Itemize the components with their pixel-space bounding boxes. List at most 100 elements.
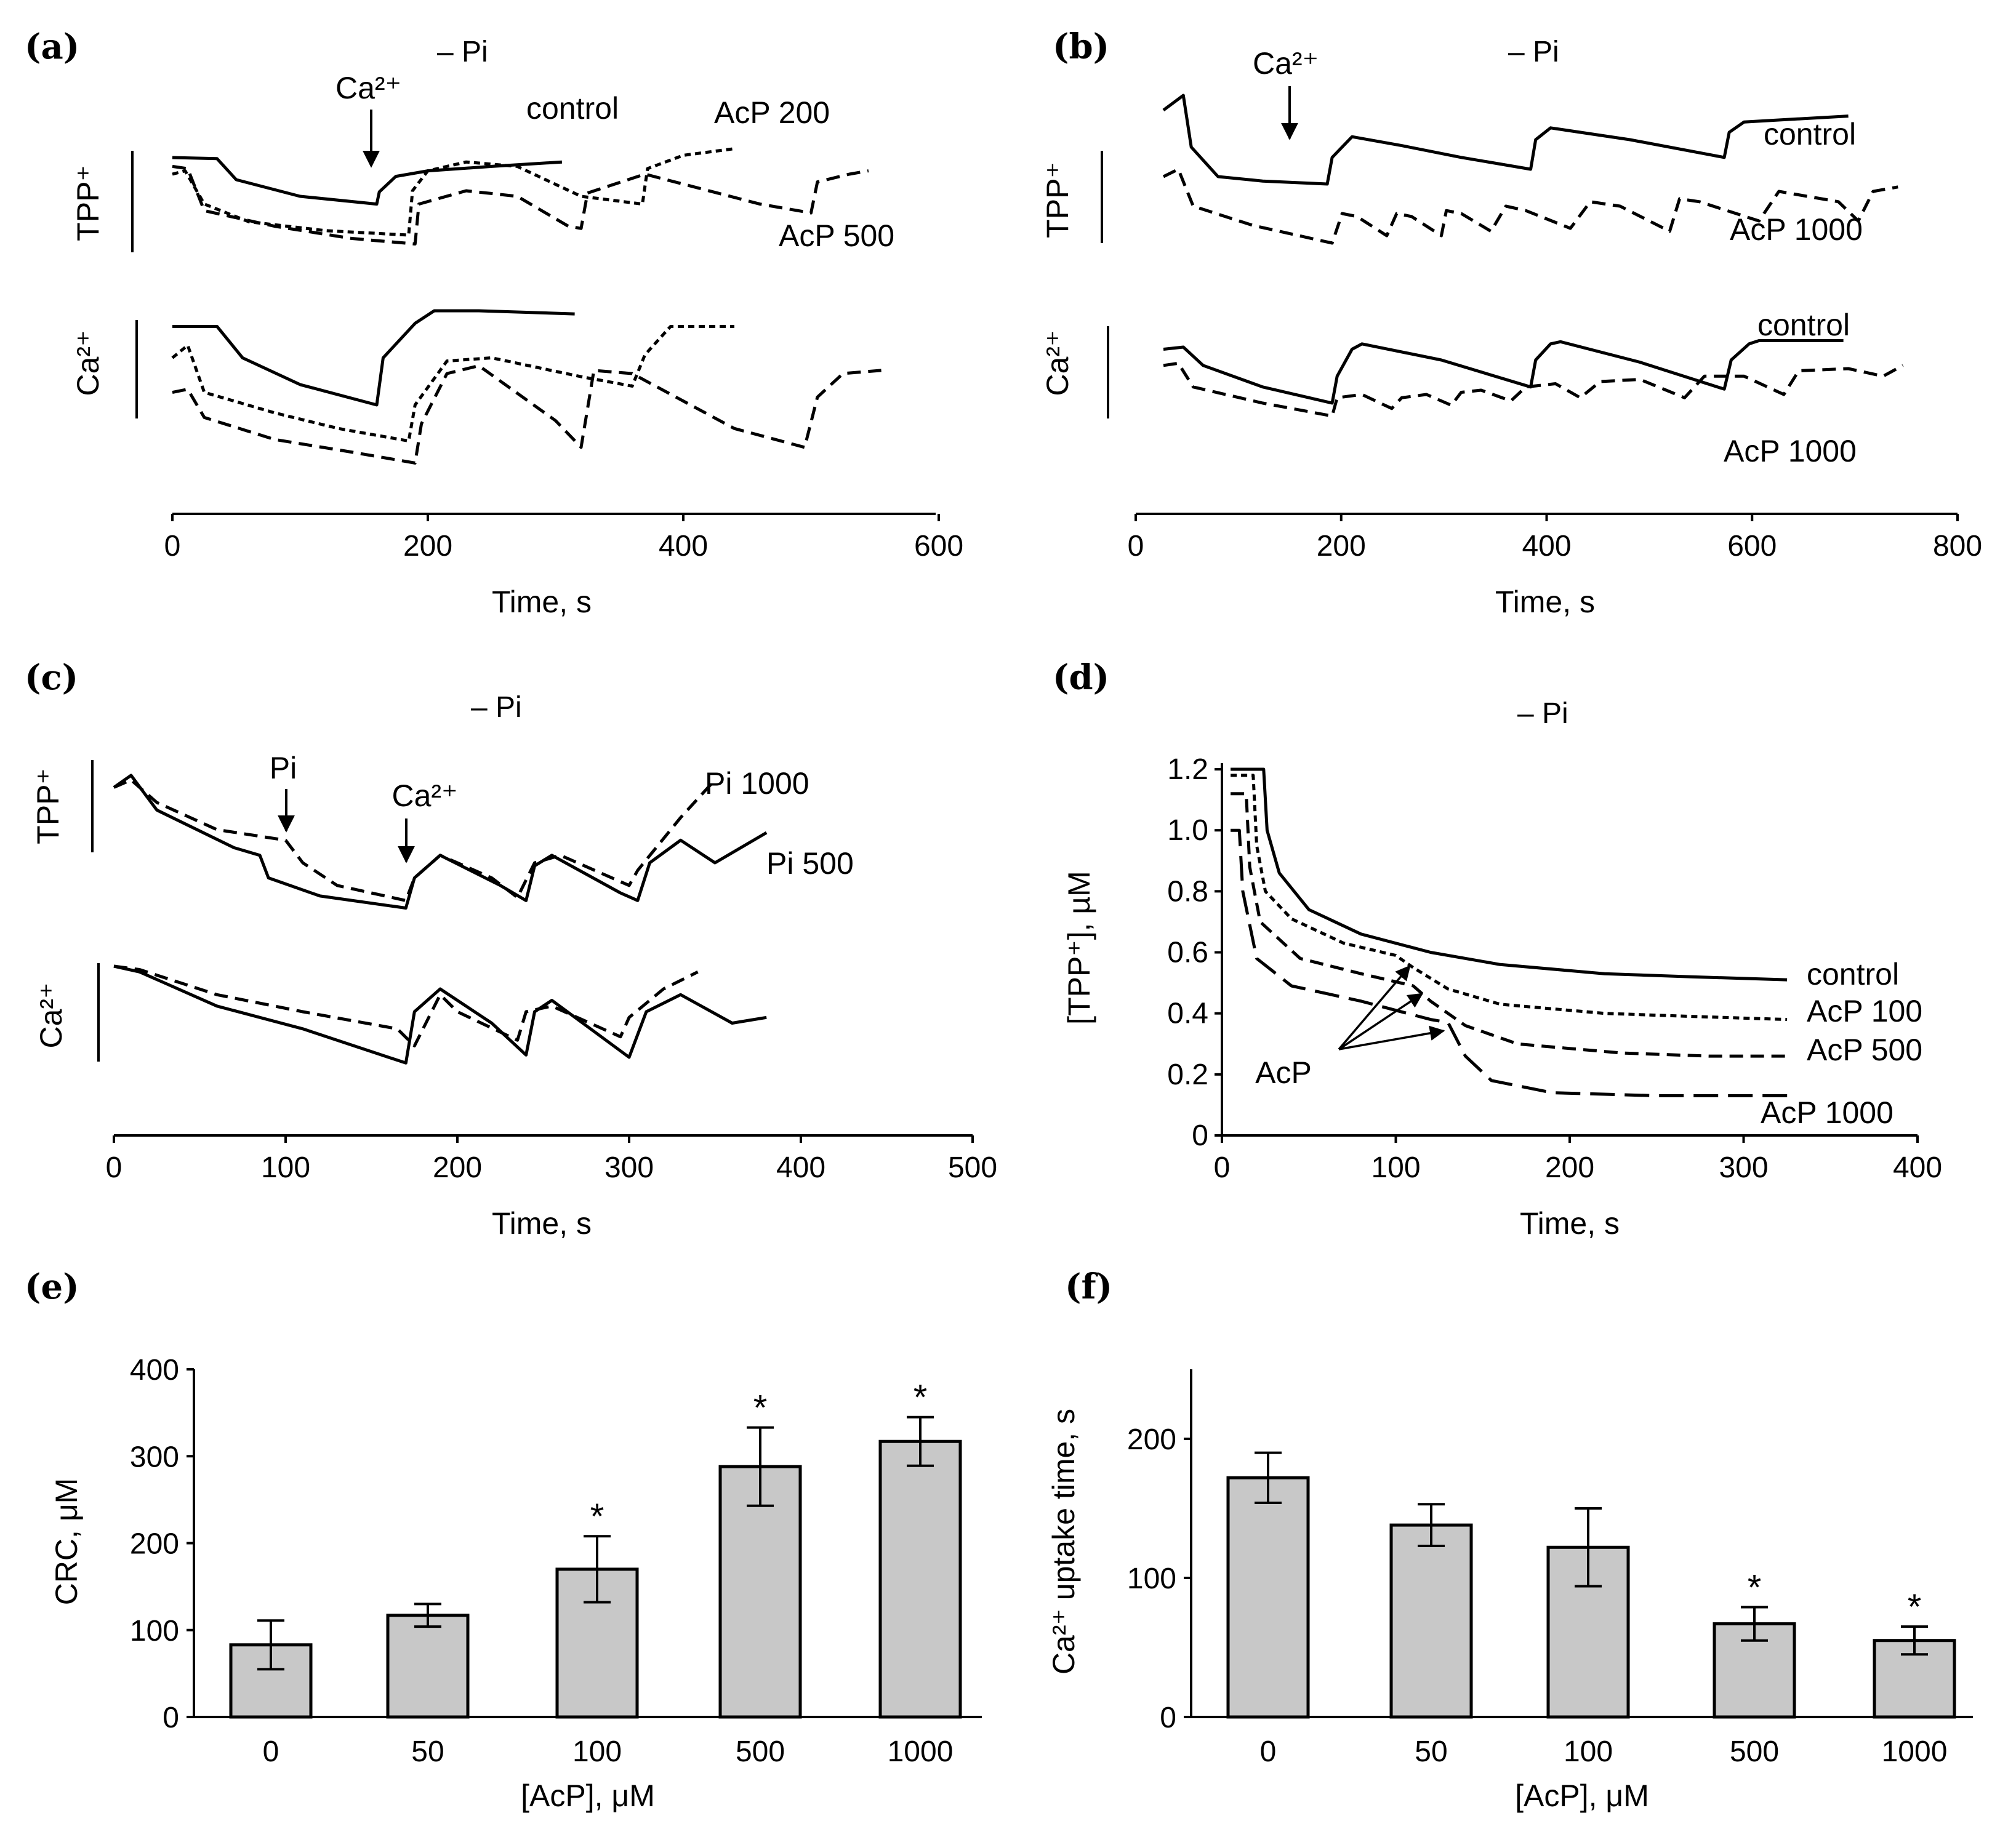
- panel-d-series-acp1000: [1231, 828, 1796, 1097]
- panel-e-letter: (e): [25, 1267, 79, 1307]
- panel-f-bar-0: [1226, 1476, 1310, 1719]
- panel-c-x-tick-label: 400: [776, 1151, 825, 1184]
- panel-c-x-title: Time, s: [492, 1206, 592, 1241]
- panel-c-x-tick-label: 0: [106, 1151, 122, 1184]
- panel-b-tpp-track: TPP⁺: [1040, 94, 1898, 245]
- panel-d-y-tick-label: 1.0: [1167, 814, 1208, 847]
- panel-c-ca-arrow-label: Ca²⁺: [392, 778, 458, 813]
- panel-a-tpp-track: TPP⁺: [71, 147, 869, 252]
- panel-e-x-tick-label: 1000: [888, 1735, 954, 1768]
- panel-f-y-title: Ca²⁺ uptake time, s: [1046, 1409, 1081, 1675]
- panel-b-ca-track: Ca²⁺: [1040, 326, 1904, 418]
- panel-f-x-tick-label: 0: [1260, 1735, 1277, 1768]
- panel-a-ca-trace-acp500: [172, 364, 881, 465]
- panel-c-tpp-label: TPP⁺: [31, 768, 65, 844]
- panel-b-ca-label: Ca²⁺: [1040, 330, 1075, 396]
- panel-e-y-tick-label: 400: [130, 1354, 179, 1387]
- panel-d-x-title: Time, s: [1520, 1206, 1620, 1241]
- panel-a-ca-trace-acp200: [171, 325, 734, 443]
- panel-b-tpp-traces: [1162, 94, 1898, 245]
- panel-a-x-tick-label: 200: [403, 530, 452, 562]
- panel-b-x-tick-label: 600: [1727, 530, 1777, 562]
- panel-e-significance-500: *: [753, 1388, 768, 1428]
- panel-a-ca-track: Ca²⁺: [71, 309, 881, 465]
- panel-a-x-tick-label: 0: [164, 530, 181, 562]
- panel-b-letter: (b): [1053, 26, 1109, 67]
- panel-c-ca-label: Ca²⁺: [34, 983, 68, 1049]
- panel-d-acp-annotation: AcP: [1255, 1055, 1312, 1090]
- panel-e: (e) 0 100 200 300 400 0 50 * 100 * 500 * 1000 CRC, …: [25, 1267, 982, 1813]
- panel-d-x-tick-label: 400: [1893, 1151, 1942, 1184]
- panel-e-y-tick-label: 200: [130, 1528, 179, 1561]
- panel-a-ca-traces: [171, 309, 881, 465]
- panel-b: (b) – Pi TPP⁺ Ca²⁺ Ca²⁺ control AcP 1000…: [1040, 26, 1982, 619]
- panel-d-label-control: control: [1807, 957, 1899, 991]
- panel-f-significance-500: *: [1748, 1567, 1762, 1607]
- panel-c-pi-arrow-label: Pi: [270, 751, 297, 785]
- panel-e-significance-1000: *: [914, 1378, 928, 1418]
- panel-d-y-tick-label: 1.2: [1167, 753, 1208, 786]
- panel-f-x-tick-label: 500: [1730, 1735, 1779, 1768]
- panel-c-ca-trace-pi1000: [113, 964, 699, 1047]
- panel-b-x-tick-label: 400: [1522, 530, 1571, 562]
- panel-c-label-pi500: Pi 500: [766, 846, 854, 881]
- panel-a-condition: – Pi: [437, 36, 488, 68]
- panel-e-significance-100: *: [590, 1497, 604, 1537]
- panel-b-ca-trace-control: [1163, 339, 1844, 405]
- panel-f-y-tick-label: 200: [1127, 1423, 1176, 1456]
- panel-c-x-ticks: 0 100 200 300 400 500: [106, 1135, 997, 1184]
- panel-e-x-tick-label: 100: [572, 1735, 622, 1768]
- panel-d-y-tick-label: 0.2: [1167, 1059, 1208, 1091]
- panel-d-x-tick-label: 100: [1371, 1151, 1420, 1184]
- panel-d-letter: (d): [1053, 657, 1109, 698]
- panel-d-y-tick-label: 0.8: [1167, 875, 1208, 908]
- panel-d: (d) – Pi 0 0.2 0.4 0.6 0.8 1.0 1.2 0 100 200 300 4…: [1053, 657, 1942, 1241]
- panel-f-x-tick-label: 100: [1564, 1735, 1613, 1768]
- panel-b-label-control-tpp: control: [1764, 117, 1856, 151]
- panel-b-label-acp1000-ca: AcP 1000: [1724, 434, 1857, 468]
- panel-a: (a) – Pi TPP⁺ Ca²⁺ Ca²⁺ control AcP 200 …: [25, 26, 963, 619]
- panel-e-x-title: [AcP], μM: [521, 1779, 655, 1813]
- panel-b-x-title: Time, s: [1495, 585, 1595, 619]
- panel-b-ca-trace-acp1000: [1163, 361, 1904, 418]
- panel-a-tpp-trace-acp500: [172, 164, 869, 246]
- panel-a-x-tick-label: 600: [914, 530, 963, 562]
- panel-c-tpp-trace-pi500: [113, 774, 768, 910]
- panel-d-series-acp100: [1231, 774, 1788, 1022]
- panel-f-bars: 0 50 100 * 500 * 1000: [1226, 1451, 1956, 1768]
- panel-a-label-acp500: AcP 500: [779, 218, 894, 253]
- panel-f-x-title: [AcP], μM: [1515, 1779, 1649, 1813]
- panel-a-letter: (a): [25, 26, 79, 67]
- panel-d-y-ticks: 0 0.2 0.4 0.6 0.8 1.0 1.2: [1167, 753, 1222, 1152]
- panel-d-series-acp500: [1231, 792, 1788, 1058]
- panel-c-x-tick-label: 200: [433, 1151, 482, 1184]
- panel-e-x-tick-label: 0: [263, 1735, 279, 1768]
- panel-d-acp-arrow-1000: [1338, 1025, 1445, 1051]
- panel-d-x-tick-label: 0: [1214, 1151, 1231, 1184]
- panel-d-label-acp500: AcP 500: [1807, 1033, 1922, 1067]
- panel-d-y-tick-label: 0.4: [1167, 998, 1208, 1030]
- panel-a-ca-label: Ca²⁺: [71, 330, 105, 396]
- panel-a-label-acp200: AcP 200: [714, 95, 830, 130]
- panel-d-label-acp100: AcP 100: [1807, 994, 1922, 1028]
- panel-c-tpp-track: TPP⁺: [31, 760, 768, 910]
- panel-a-x-ticks: 0 200 400 600: [164, 514, 963, 562]
- panel-c-condition: – Pi: [471, 691, 522, 724]
- panel-b-label-control-ca: control: [1757, 308, 1850, 342]
- panel-a-x-tick-label: 400: [659, 530, 708, 562]
- panel-f-x-tick-label: 1000: [1882, 1735, 1948, 1768]
- panel-c: (c) – Pi TPP⁺ Ca²⁺ Pi Ca²⁺ Pi 1000 Pi 50…: [25, 657, 997, 1241]
- panel-f-letter: (f): [1065, 1267, 1112, 1307]
- panel-e-y-tick-label: 100: [130, 1615, 179, 1647]
- panel-e-y-tick-label: 300: [130, 1441, 179, 1473]
- panel-b-ca-traces: [1163, 339, 1904, 418]
- panel-c-ca-track: Ca²⁺: [34, 963, 767, 1065]
- panel-b-label-acp1000-tpp: AcP 1000: [1730, 212, 1863, 247]
- panel-b-x-tick-label: 800: [1933, 530, 1982, 562]
- panel-d-label-acp1000: AcP 1000: [1761, 1095, 1894, 1130]
- panel-b-x-tick-label: 200: [1317, 530, 1366, 562]
- panel-e-bars: 0 50 * 100 * 500 * 1000: [229, 1378, 962, 1768]
- panel-f-y-tick-label: 0: [1160, 1702, 1176, 1734]
- panel-b-tpp-trace-control: [1162, 94, 1849, 186]
